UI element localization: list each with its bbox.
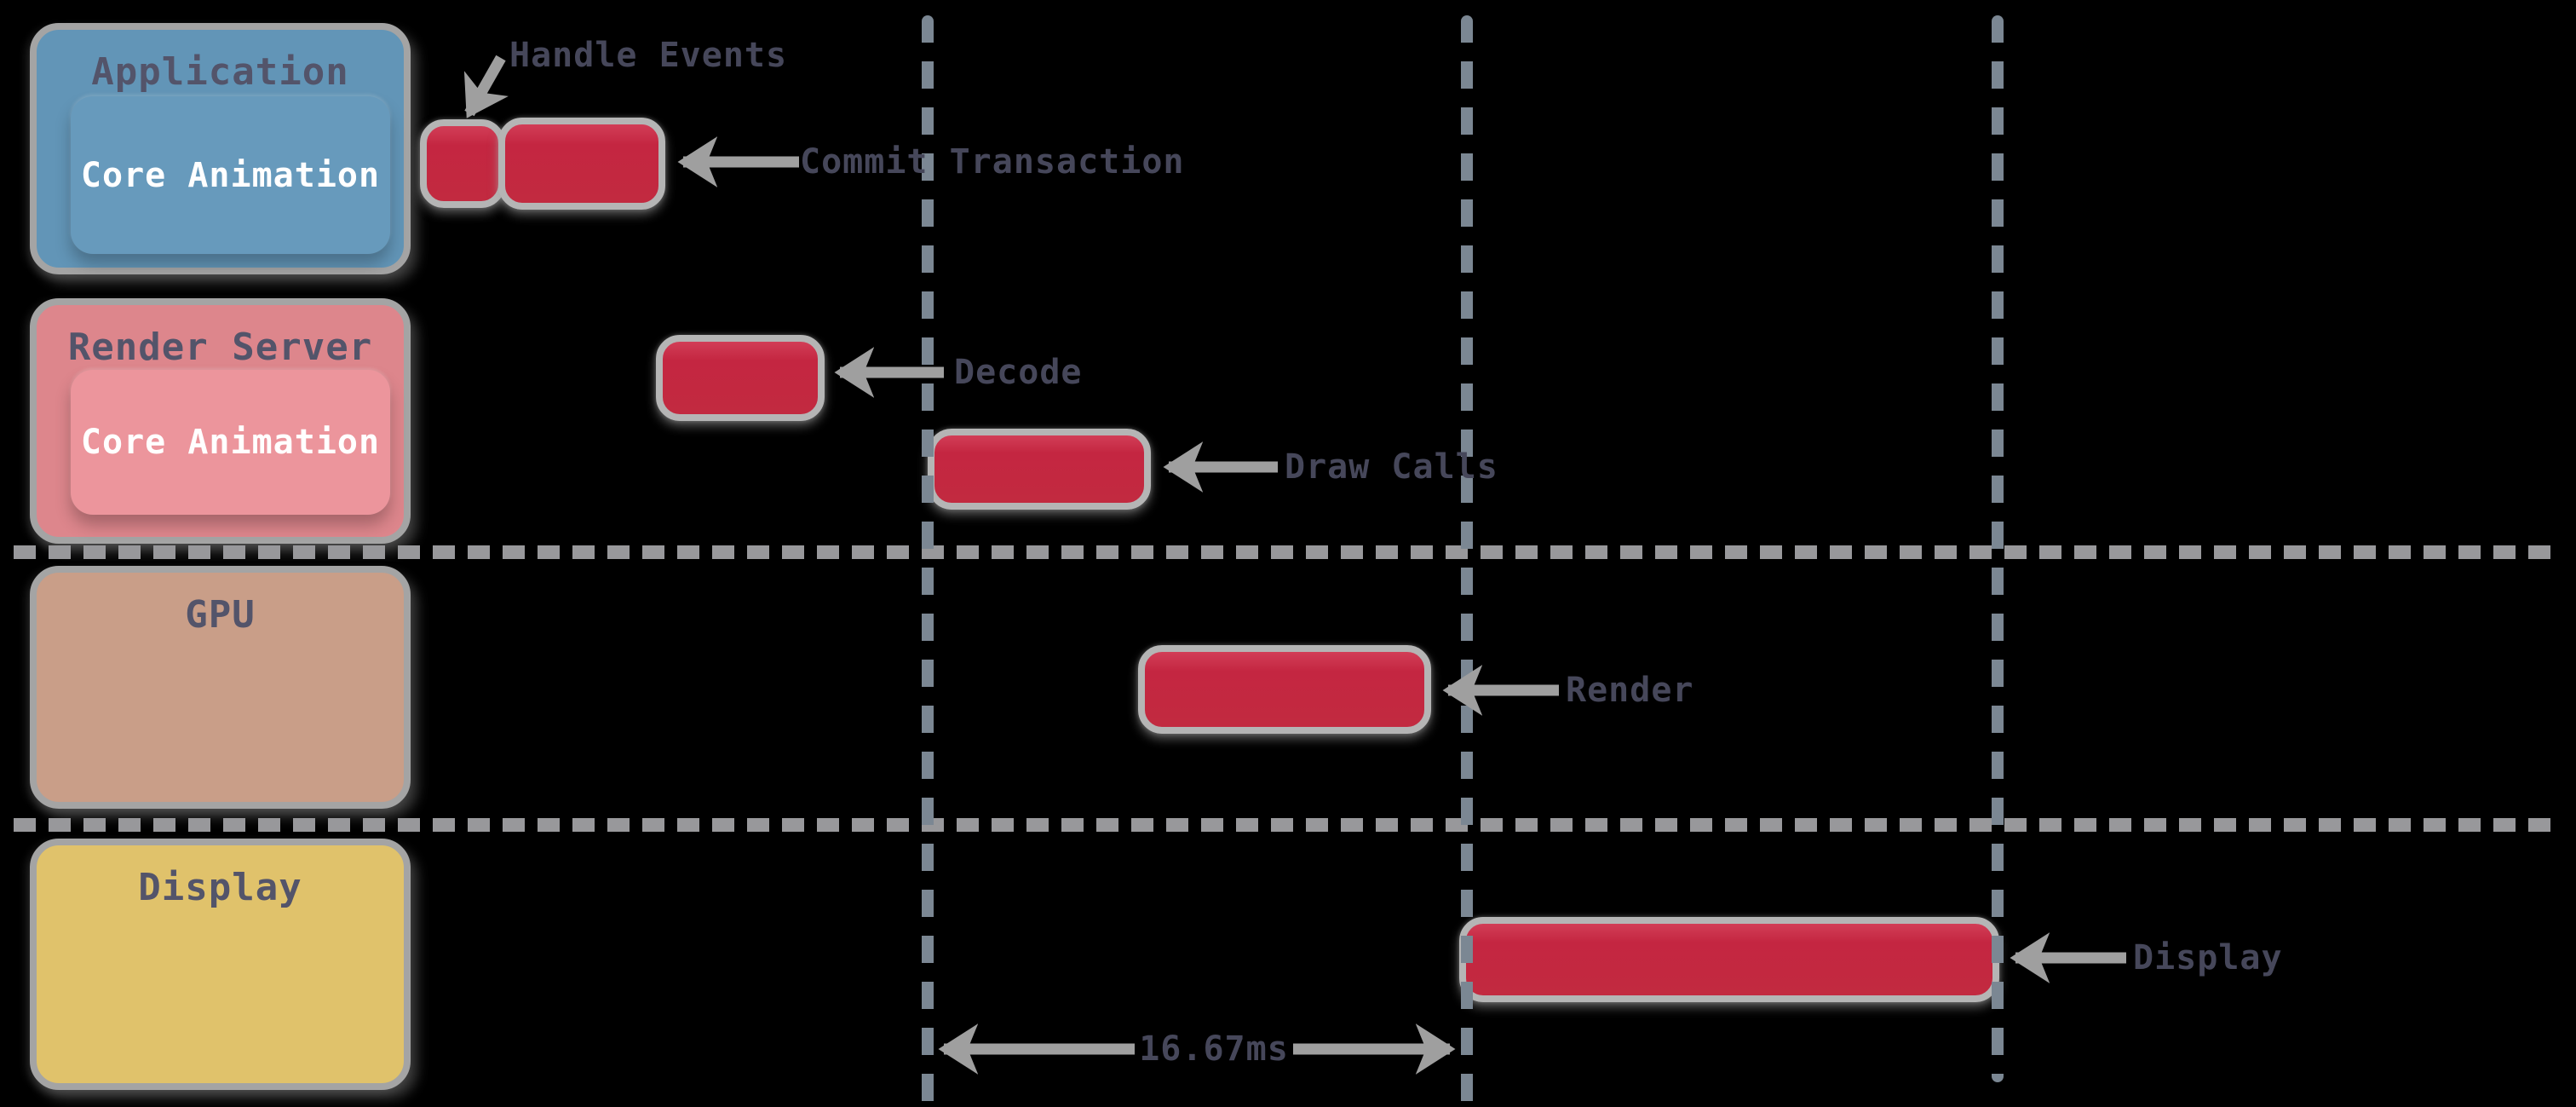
handle-events-label: Handle Events <box>509 36 788 75</box>
application-box: Application Core Animation <box>30 23 411 274</box>
handle-events-arrow <box>463 55 509 118</box>
commit-transaction-bar <box>498 118 665 210</box>
handle-events-bar <box>420 119 505 208</box>
application-title: Application <box>91 50 349 94</box>
divider-gpu-display <box>14 818 2554 832</box>
render-server-box: Render Server Core Animation <box>30 298 411 544</box>
decode-label: Decode <box>954 353 1083 392</box>
application-core-animation-label: Core Animation <box>80 155 381 195</box>
commit-transaction-label: Commit Transaction <box>800 142 1185 182</box>
divider-render-server-gpu <box>14 545 2554 559</box>
render-server-core-animation-label: Core Animation <box>80 423 381 462</box>
draw-calls-label: Draw Calls <box>1285 447 1498 487</box>
frame-boundary-line-2 <box>1461 15 1473 1107</box>
draw-calls-bar <box>928 429 1151 510</box>
render-server-core-animation-box: Core Animation <box>71 370 390 515</box>
gpu-box: GPU <box>30 566 411 809</box>
render-server-title: Render Server <box>67 326 373 369</box>
application-core-animation-box: Core Animation <box>71 96 390 254</box>
display-title: Display <box>138 866 302 909</box>
decode-bar <box>656 335 825 421</box>
render-label: Render <box>1566 671 1694 710</box>
frame-boundary-line-3 <box>1992 15 2004 1082</box>
display-bar <box>1459 917 1999 1002</box>
render-bar <box>1138 645 1431 734</box>
display-label: Display <box>2133 938 2283 977</box>
frame-boundary-line-1 <box>922 15 934 1107</box>
gpu-title: GPU <box>185 593 256 637</box>
display-box: Display <box>30 839 411 1090</box>
frame-interval-label: 16.67ms <box>1139 1029 1289 1069</box>
